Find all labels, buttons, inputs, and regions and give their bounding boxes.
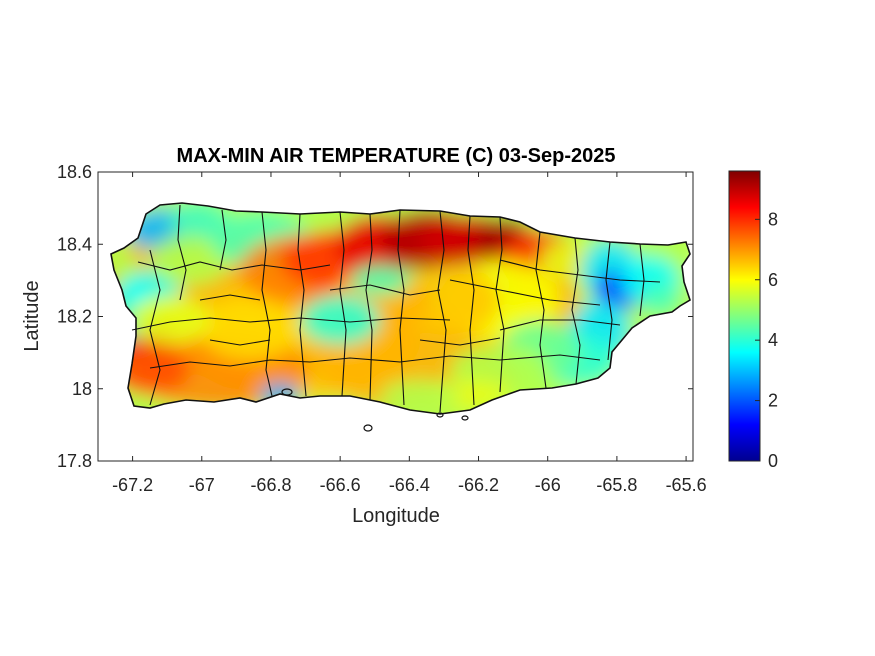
municipality-boundary [449,279,601,306]
y-tick-label: 18.6 [57,162,92,182]
y-tick-label: 17.8 [57,451,92,471]
municipality-boundary [365,213,373,401]
x-axis-label: Longitude [352,505,440,527]
coastline [110,202,691,415]
x-axis-ticks: -67.2 -67 -66.8 -66.6 -66.4 -66.2 -66 -65.8 -65.… [112,172,707,495]
temperature-patch [300,295,380,345]
x-tick-label: -66.4 [389,475,430,495]
municipality-boundary [535,231,547,389]
municipality-boundary [571,237,581,385]
colorbar-tick-label: 0 [768,451,778,471]
offshore-islets [281,388,469,432]
municipality-boundary [149,354,601,369]
islet [281,388,293,396]
temperature-patch [130,295,210,345]
temperature-patch [400,265,500,335]
x-tick-label: -66.6 [320,475,361,495]
municipality-boundary [219,209,227,271]
y-axis-label: Latitude [21,280,43,351]
municipality-boundary [209,339,271,346]
x-tick-label: -66 [535,475,561,495]
colorbar-tick-label: 6 [768,270,778,290]
x-tick-label: -66.8 [250,475,291,495]
islet [461,415,469,421]
islet [363,424,373,432]
municipality-boundary [199,294,261,301]
x-tick-label: -65.8 [596,475,637,495]
x-tick-label: -66.2 [458,475,499,495]
x-tick-label: -65.6 [666,475,707,495]
colorbar-tick-label: 8 [768,209,778,229]
map-title: MAX-MIN AIR TEMPERATURE (C) 03-Sep-2025 [177,145,616,167]
temperature-patch [640,285,680,315]
municipality-boundary [419,337,501,346]
municipality-boundary [605,241,613,361]
municipality-boundary [131,317,451,331]
y-tick-label: 18.4 [57,234,92,254]
x-tick-label: -67.2 [112,475,153,495]
y-tick-label: 18 [72,379,92,399]
colorbar [728,170,761,462]
y-tick-label: 18.2 [57,307,92,327]
municipality-boundary [261,211,273,397]
colorbar-ticks: 0 2 4 6 8 [755,209,778,471]
municipality-boundary [329,284,441,296]
municipality-boundary [495,216,505,393]
municipality-boundary [137,261,331,271]
x-tick-label: -67 [189,475,215,495]
temperature-patch [200,300,300,360]
y-axis-ticks: 17.8 18 18.2 18.4 18.6 [57,162,693,471]
colorbar-tick-label: 4 [768,330,778,350]
municipality-boundary [499,319,621,331]
municipality-boundary [467,215,475,406]
municipality-boundary [149,249,161,406]
municipality-boundary [397,209,405,406]
temperature-patch [150,235,230,285]
municipality-boundary [177,204,187,301]
municipality-boundary [499,259,661,283]
temperature-field [111,203,690,414]
municipality-boundary [639,243,645,317]
temperature-patch [111,250,138,280]
temperature-patch [380,380,460,410]
colorbar-tick-label: 2 [768,391,778,411]
municipality-boundary [297,213,307,397]
municipality-boundaries [131,204,661,413]
municipality-boundary [339,211,347,397]
islet [436,412,444,418]
temperature-patch [350,265,410,295]
